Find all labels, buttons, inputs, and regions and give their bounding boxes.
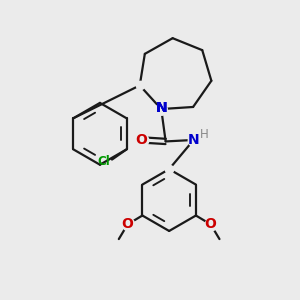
Text: O: O (136, 133, 147, 147)
Text: O: O (205, 217, 217, 231)
Text: H: H (200, 128, 208, 141)
Text: O: O (122, 217, 134, 231)
Text: N: N (188, 133, 200, 147)
Text: Cl: Cl (98, 155, 110, 168)
Text: N: N (156, 100, 168, 115)
Text: N: N (156, 100, 168, 115)
Text: N: N (156, 100, 168, 115)
